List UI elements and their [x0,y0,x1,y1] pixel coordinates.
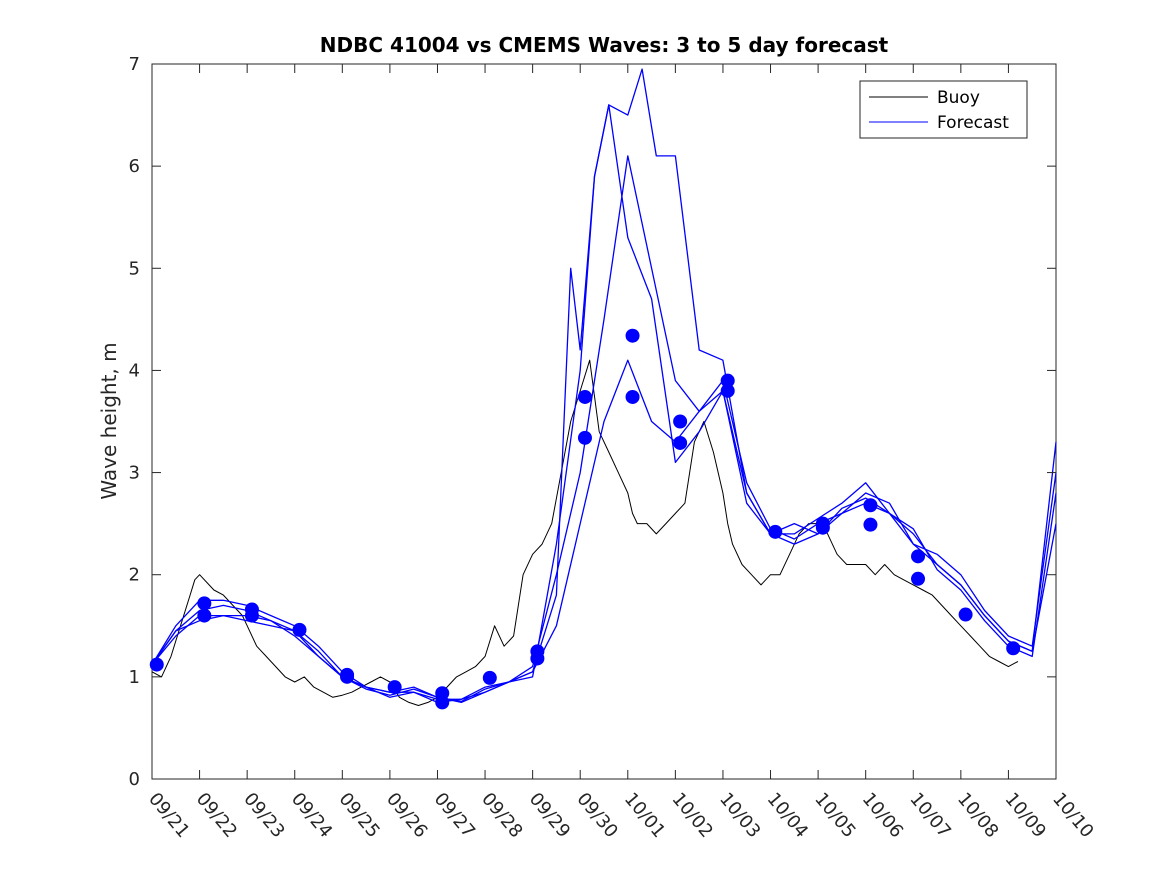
forecast-marker [815,520,830,535]
y-tick-label: 2 [129,565,140,586]
y-tick-label: 3 [129,463,140,484]
legend-box [859,80,1028,139]
forecast-marker [911,571,926,586]
forecast-marker [720,373,735,388]
marker-layer [149,328,1021,710]
forecast-marker [530,651,545,666]
forecast-marker [625,389,640,404]
forecast-marker [911,549,926,564]
y-tick-label: 4 [129,360,140,381]
legend: Buoy Forecast [859,80,1028,139]
legend-label-buoy: Buoy [937,88,980,108]
forecast-marker [197,596,212,611]
forecast-marker [863,498,878,513]
forecast-marker [244,608,259,623]
forecast-marker [577,430,592,445]
forecast-marker [435,695,450,710]
series-line-buoy [151,359,1019,706]
y-axis: 0 1 2 3 4 5 6 7 [129,54,1056,790]
series-line-forecast [151,359,1057,704]
y-tick-label: 0 [129,769,140,790]
forecast-marker [1006,641,1021,656]
forecast-marker [482,670,497,685]
chart-title: NDBC 41004 vs CMEMS Waves: 3 to 5 day fo… [320,33,889,57]
forecast-marker [673,435,688,450]
forecast-marker [720,383,735,398]
forecast-marker [958,607,973,622]
legend-label-forecast: Forecast [937,113,1009,133]
y-tick-label: 6 [129,156,140,177]
series-layer [151,68,1057,706]
series-line-forecast [151,104,1057,704]
y-tick-label: 1 [129,667,140,688]
y-tick-label: 7 [129,54,140,75]
forecast-marker [673,414,688,429]
forecast-marker [863,517,878,532]
forecast-marker [197,608,212,623]
forecast-marker [577,389,592,404]
forecast-marker [768,524,783,539]
forecast-marker [625,328,640,343]
y-tick-label: 5 [129,258,140,279]
forecast-marker [340,667,355,682]
forecast-marker [387,680,402,695]
y-axis-label: Wave height, m [97,342,121,499]
forecast-marker [292,622,307,637]
forecast-marker [149,657,164,672]
